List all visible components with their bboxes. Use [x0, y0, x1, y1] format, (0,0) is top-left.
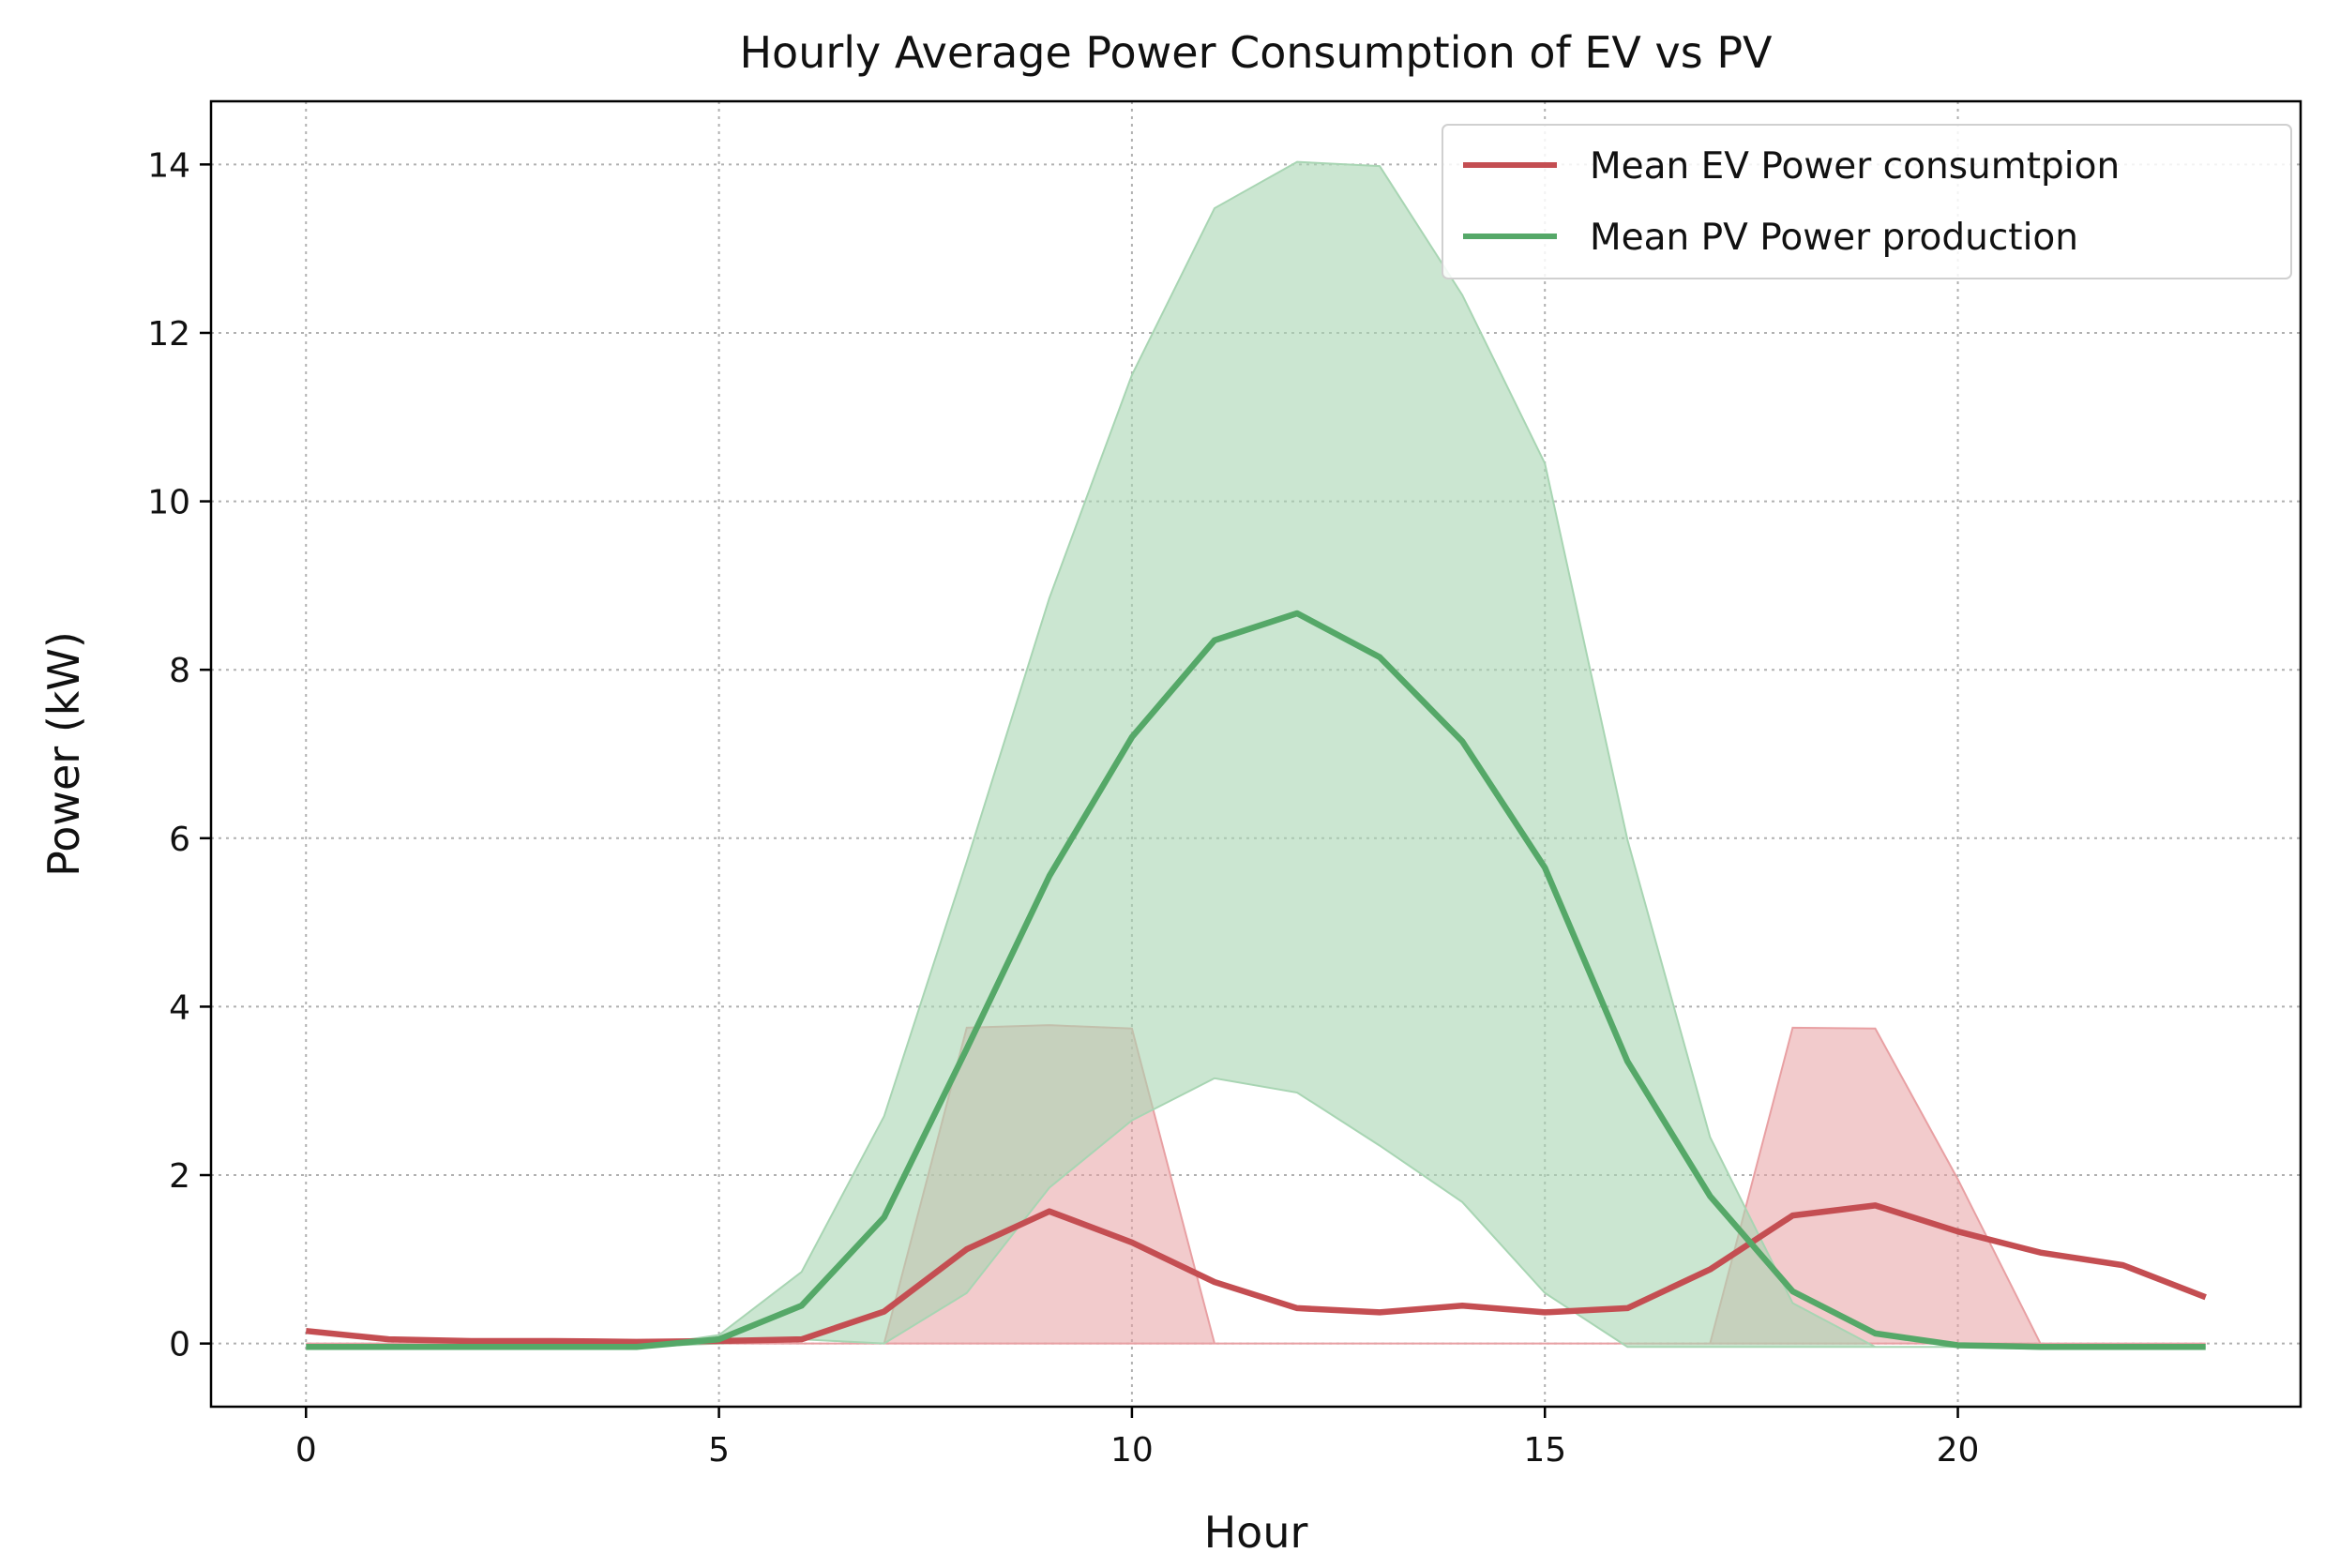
y-axis-title: Power (kW) — [38, 631, 89, 877]
y-tick-label: 10 — [147, 484, 190, 522]
legend: Mean EV Power consumtpion Mean PV Power … — [1442, 124, 2292, 279]
pv-line — [306, 610, 2206, 1350]
legend-label-ev: Mean EV Power consumtpion — [1590, 145, 2120, 188]
y-tick-label: 6 — [169, 821, 190, 859]
legend-label-pv: Mean PV Power production — [1590, 217, 2078, 259]
x-tick-label: 5 — [708, 1431, 730, 1470]
y-tick-label: 14 — [147, 146, 190, 185]
axis-ticks: 0 5 10 15 20 0 2 4 6 8 10 12 14 — [147, 146, 1979, 1470]
y-tick-label: 4 — [169, 988, 190, 1027]
confidence-bands — [306, 160, 2206, 1349]
x-tick-label: 20 — [1937, 1431, 1980, 1470]
x-tick-label: 15 — [1523, 1431, 1566, 1470]
x-axis-title: Hour — [1204, 1507, 1308, 1558]
y-tick-label: 2 — [169, 1157, 190, 1196]
chart-title: Hourly Average Power Consumption of EV v… — [739, 27, 1773, 78]
pv-band — [306, 160, 2206, 1349]
y-tick-label: 0 — [169, 1326, 190, 1364]
x-tick-label: 10 — [1110, 1431, 1154, 1470]
plot-frame — [209, 99, 2302, 1409]
x-tick-label: 0 — [295, 1431, 317, 1470]
series-lines — [305, 610, 2207, 1350]
y-tick-label: 12 — [147, 315, 190, 354]
ev-line — [305, 1202, 2207, 1346]
y-tick-label: 8 — [169, 652, 190, 690]
legend-box — [1442, 124, 2292, 279]
